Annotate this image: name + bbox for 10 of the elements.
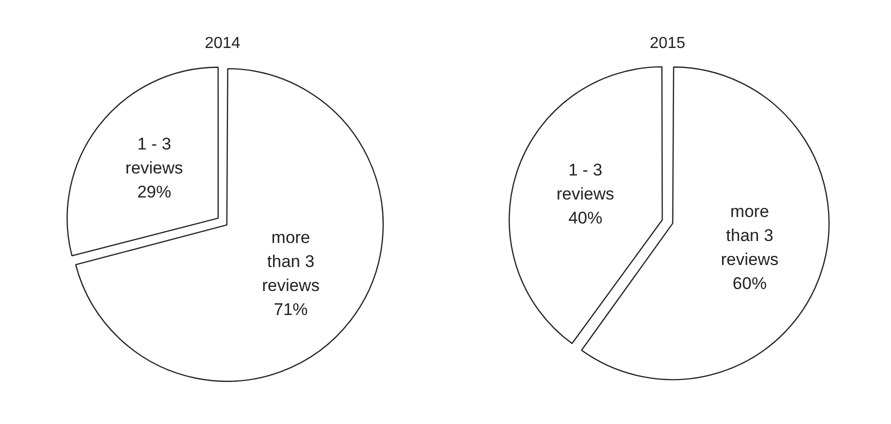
data-label: 60% [732, 274, 767, 293]
chart-title: 2015 [650, 35, 686, 52]
slice-label: 1 - 3 reviews [556, 160, 614, 204]
chart-title: 2014 [204, 35, 240, 52]
data-label: 29% [137, 182, 172, 202]
slice-label: more than 3 reviews [262, 228, 320, 296]
data-label: 40% [568, 208, 602, 228]
slice-label: more than 3 reviews [720, 202, 778, 269]
slice-label: 1 - 3 reviews [125, 134, 184, 178]
data-label: 71% [274, 300, 308, 320]
